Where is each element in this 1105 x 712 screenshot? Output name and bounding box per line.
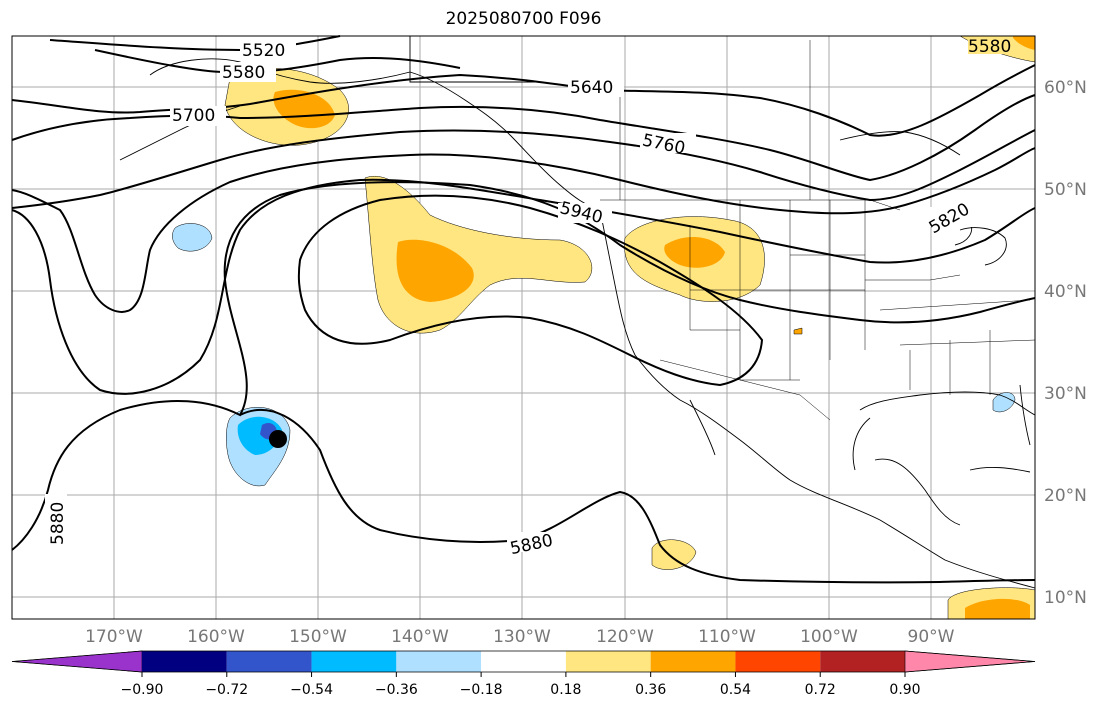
colorbar-extend-high (904, 650, 1036, 673)
contour-labels: 5520 5580 5640 5700 5760 5820 5940 5880 … (45, 36, 1013, 559)
colorbar-tick-label: −0.54 (290, 682, 333, 698)
contour-5520 (49, 35, 341, 52)
anomaly-alaska-dark (273, 89, 335, 129)
colorbar-tick-label: −0.90 (121, 682, 164, 698)
colorbar-tick-label: 0.18 (550, 682, 581, 698)
contour-label-5520: 5520 (242, 41, 285, 61)
colorbar-segment (142, 651, 227, 672)
map-title: 2025080700 F096 (445, 9, 602, 29)
map-frame (11, 35, 1036, 620)
colorbar (11, 650, 1036, 673)
lon-tick-120w: 120°W (596, 627, 654, 647)
colorbar-segment (650, 651, 736, 672)
lon-tick-140w: 140°W (391, 627, 449, 647)
lat-axis: 60°N 50°N 40°N 30°N 20°N 10°N (1044, 78, 1087, 608)
anomaly-ne-corner-dark (1012, 36, 1035, 50)
lat-tick-50n: 50°N (1044, 180, 1087, 200)
colorbar-segment (481, 651, 566, 672)
borders (600, 40, 1036, 421)
contour-label-5700: 5700 (172, 106, 215, 126)
colorbar-extend-low (11, 650, 143, 673)
contour-label-5580-ne: 5580 (968, 37, 1011, 57)
colorbar-tick-label: −0.36 (375, 682, 418, 698)
colorbar-tick-label: 0.54 (720, 682, 751, 698)
colorbar-segment (311, 651, 397, 672)
storm-center-marker (269, 430, 287, 448)
anomaly-rockies-dark (664, 236, 725, 268)
contour-5940 (297, 194, 764, 387)
anomaly-pacific-dark (396, 239, 474, 302)
colorbar-segment (565, 651, 651, 672)
colorbar-tick-label: 0.72 (805, 682, 836, 698)
lon-tick-170w: 170°W (85, 627, 143, 647)
contour-5880-west (11, 178, 1036, 395)
colorbar-segment (226, 651, 312, 672)
lon-tick-130w: 130°W (493, 627, 551, 647)
lon-tick-150w: 150°W (289, 627, 347, 647)
colorbar-ticks: −0.90 −0.72 −0.54 −0.36 −0.18 0.18 0.36 0.54 0.7… (121, 672, 921, 698)
lat-tick-10n: 10°N (1044, 588, 1087, 608)
anomaly-cold-pacific (172, 223, 213, 252)
lon-tick-110w: 110°W (698, 627, 756, 647)
lon-tick-90w: 90°W (908, 627, 955, 647)
colorbar-segment (396, 651, 482, 672)
colorbar-tick-label: −0.18 (460, 682, 503, 698)
map-panel (12, 36, 1035, 619)
lon-axis: 170°W 160°W 150°W 140°W 130°W 120°W 110°… (85, 627, 955, 647)
anomaly-cold-florida (992, 392, 1016, 413)
contour-label-5580: 5580 (222, 63, 265, 83)
contour-label-5640: 5640 (570, 78, 613, 98)
height-contours (11, 35, 1036, 584)
contour-5820 (11, 147, 1036, 313)
contour-label-5880-west: 5880 (48, 502, 68, 545)
contour-5880-south (239, 409, 1036, 584)
colorbar-segment (820, 651, 905, 672)
contour-5580 (94, 49, 461, 74)
anomaly-centralam-dark (965, 598, 1030, 619)
anomaly-small-patch (793, 327, 803, 335)
colorbar-tick-label: 0.36 (635, 682, 666, 698)
lat-tick-30n: 30°N (1044, 384, 1087, 404)
lat-tick-60n: 60°N (1044, 78, 1087, 98)
colorbar-tick-label: −0.72 (205, 682, 248, 698)
colorbar-tick-label: 0.90 (889, 682, 920, 698)
lat-tick-40n: 40°N (1044, 282, 1087, 302)
lon-tick-100w: 100°W (800, 627, 858, 647)
contour-5760 (11, 129, 1036, 209)
lat-tick-20n: 20°N (1044, 486, 1087, 506)
colorbar-segment (735, 651, 821, 672)
contour-5880-main (11, 181, 1036, 551)
lon-tick-160w: 160°W (187, 627, 245, 647)
